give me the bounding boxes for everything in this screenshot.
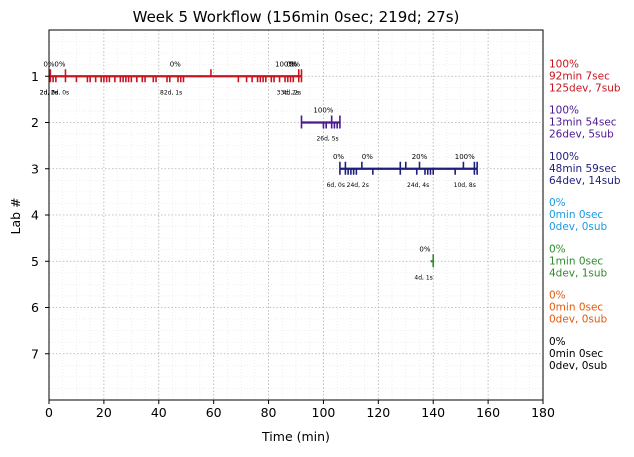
lab-1-summary-line: 100%	[549, 58, 579, 70]
lab-3-percent-label: 20%	[412, 153, 428, 161]
lab-1-percent-label: 0%	[54, 60, 65, 68]
y-tick-label: 4	[31, 208, 39, 223]
x-tick-label: 20	[96, 405, 112, 420]
lab-5-summary-line: 0%	[549, 243, 566, 255]
lab-7-summary-line: 0dev, 0sub	[549, 360, 608, 372]
lab-3-summary-line: 48min 59sec	[549, 163, 617, 175]
lab-4-summary-line: 0dev, 0sub	[549, 221, 608, 233]
x-tick-label: 120	[366, 405, 390, 420]
lab-1-summary-line: 92min 7sec	[549, 70, 610, 82]
lab-3-duration-label: 24d, 2s	[347, 182, 369, 189]
lab-4-summary-line: 0%	[549, 197, 566, 209]
lab-6-summary-line: 0min 0sec	[549, 302, 603, 314]
x-axis-label: Time (min)	[261, 429, 330, 444]
lab-2-duration-label: 26d, 5s	[316, 136, 338, 143]
lab-1-duration-label: 4d, 2s	[283, 89, 301, 96]
lab-6-summary-line: 0dev, 0sub	[549, 314, 608, 326]
lab-2-percent-label: 100%	[313, 107, 333, 115]
lab-1-duration-label: 33d, 2s	[277, 89, 299, 96]
x-tick-label: 80	[261, 405, 277, 420]
x-tick-label: 60	[206, 405, 222, 420]
lab-5-summary-line: 4dev, 1sub	[549, 267, 608, 279]
lab-1-duration-label: 82d, 1s	[160, 89, 182, 96]
x-tick-label: 100	[312, 405, 336, 420]
lab-3-percent-label: 0%	[333, 153, 344, 161]
lab-3-percent-label: 0%	[362, 153, 373, 161]
chart-title: Week 5 Workflow (156min 0sec; 219d; 27s)	[133, 8, 460, 26]
x-tick-label: 160	[476, 405, 500, 420]
lab-3-summary-line: 64dev, 14sub	[549, 175, 621, 187]
lab-1-summary-line: 125dev, 7sub	[549, 82, 621, 94]
y-axis-label: Lab #	[8, 197, 23, 234]
x-tick-label: 140	[421, 405, 445, 420]
grid-layer	[48, 30, 544, 400]
lab-5-duration-label: 4d, 1s	[414, 274, 432, 281]
lab-7-summary-line: 0min 0sec	[549, 348, 603, 360]
lab-2-summary-line: 100%	[549, 105, 579, 117]
x-tick-label: 40	[151, 405, 167, 420]
lab-2-summary-line: 26dev, 5sub	[549, 129, 614, 141]
lab-3-percent-label: 100%	[455, 153, 475, 161]
lab-1-duration-label: 2d, 0s	[51, 89, 69, 96]
ticks-layer: 0 20 40 60 80 100 120 140 160 180 1 2 3 4 5 6 7	[31, 69, 555, 420]
lab-7-summary-line: 0%	[549, 336, 566, 348]
y-tick-label: 7	[31, 346, 39, 361]
lab-1-percent-label: 0%	[289, 60, 300, 68]
lab-1-percent-label: 0%	[170, 60, 181, 68]
x-tick-label: 180	[531, 405, 555, 420]
lab-1-percent-label: 0%	[286, 60, 297, 68]
lab-3-duration-label: 6d, 0s	[327, 182, 345, 189]
lab-3-duration-label: 10d, 8s	[454, 182, 476, 189]
x-tick-label: 0	[45, 405, 53, 420]
lab-3-duration-label: 24d, 4s	[407, 182, 429, 189]
y-tick-label: 1	[31, 69, 39, 84]
lab-4-summary-line: 0min 0sec	[549, 209, 603, 221]
lab-2-summary-line: 13min 54sec	[549, 117, 617, 129]
lab-1-percent-label: 100%	[275, 60, 295, 68]
lab-3-summary-line: 100%	[549, 151, 579, 163]
lab-5-summary-line: 1min 0sec	[549, 255, 603, 267]
y-tick-label: 2	[31, 115, 39, 130]
y-tick-label: 5	[31, 254, 39, 269]
lab-6-summary-line: 0%	[549, 290, 566, 302]
y-tick-label: 3	[31, 161, 39, 176]
y-tick-label: 6	[31, 300, 39, 315]
lab-5-percent-label: 0%	[419, 245, 430, 253]
